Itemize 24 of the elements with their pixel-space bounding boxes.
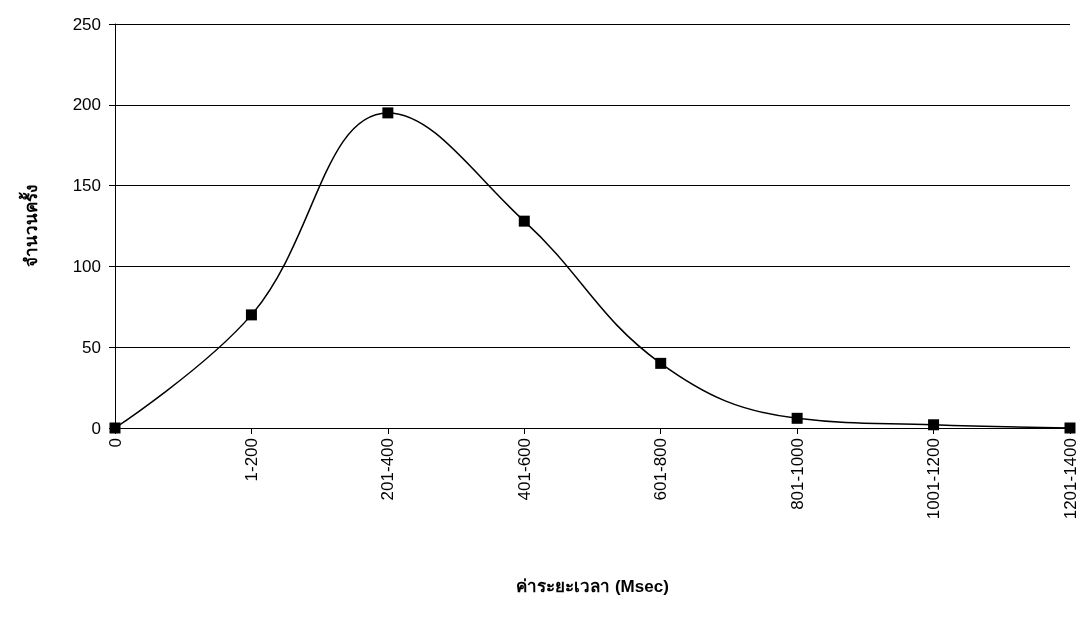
point <box>1064 422 1076 434</box>
x-tick-label: 1201-1400 <box>1060 438 1079 520</box>
point <box>245 309 257 321</box>
y-tick-label: 100 <box>72 256 101 276</box>
x-tick-label: 201-400 <box>378 438 398 501</box>
x-tick-label: 801-1000 <box>787 438 807 510</box>
point <box>518 215 530 227</box>
y-axis-title: จำนวนครั้ง <box>18 185 41 267</box>
point <box>655 357 667 369</box>
y-tick-label: 50 <box>82 337 101 357</box>
y-tick-label: 150 <box>72 176 101 196</box>
y-tick-label: 0 <box>91 418 101 438</box>
y-tick-label: 250 <box>72 14 101 34</box>
point <box>382 107 394 119</box>
x-tick-label: 0 <box>105 438 125 448</box>
point <box>928 419 940 431</box>
x-tick-label: 1001-1200 <box>924 438 944 520</box>
point <box>109 422 121 434</box>
point <box>791 412 803 424</box>
y-tick-label: 200 <box>72 95 101 115</box>
x-axis-title: ค่าระยะเวลา (Msec) <box>516 577 669 596</box>
x-tick-label: 1-200 <box>241 438 261 482</box>
x-tick-label: 401-600 <box>514 438 534 501</box>
x-tick-label: 601-800 <box>651 438 671 501</box>
